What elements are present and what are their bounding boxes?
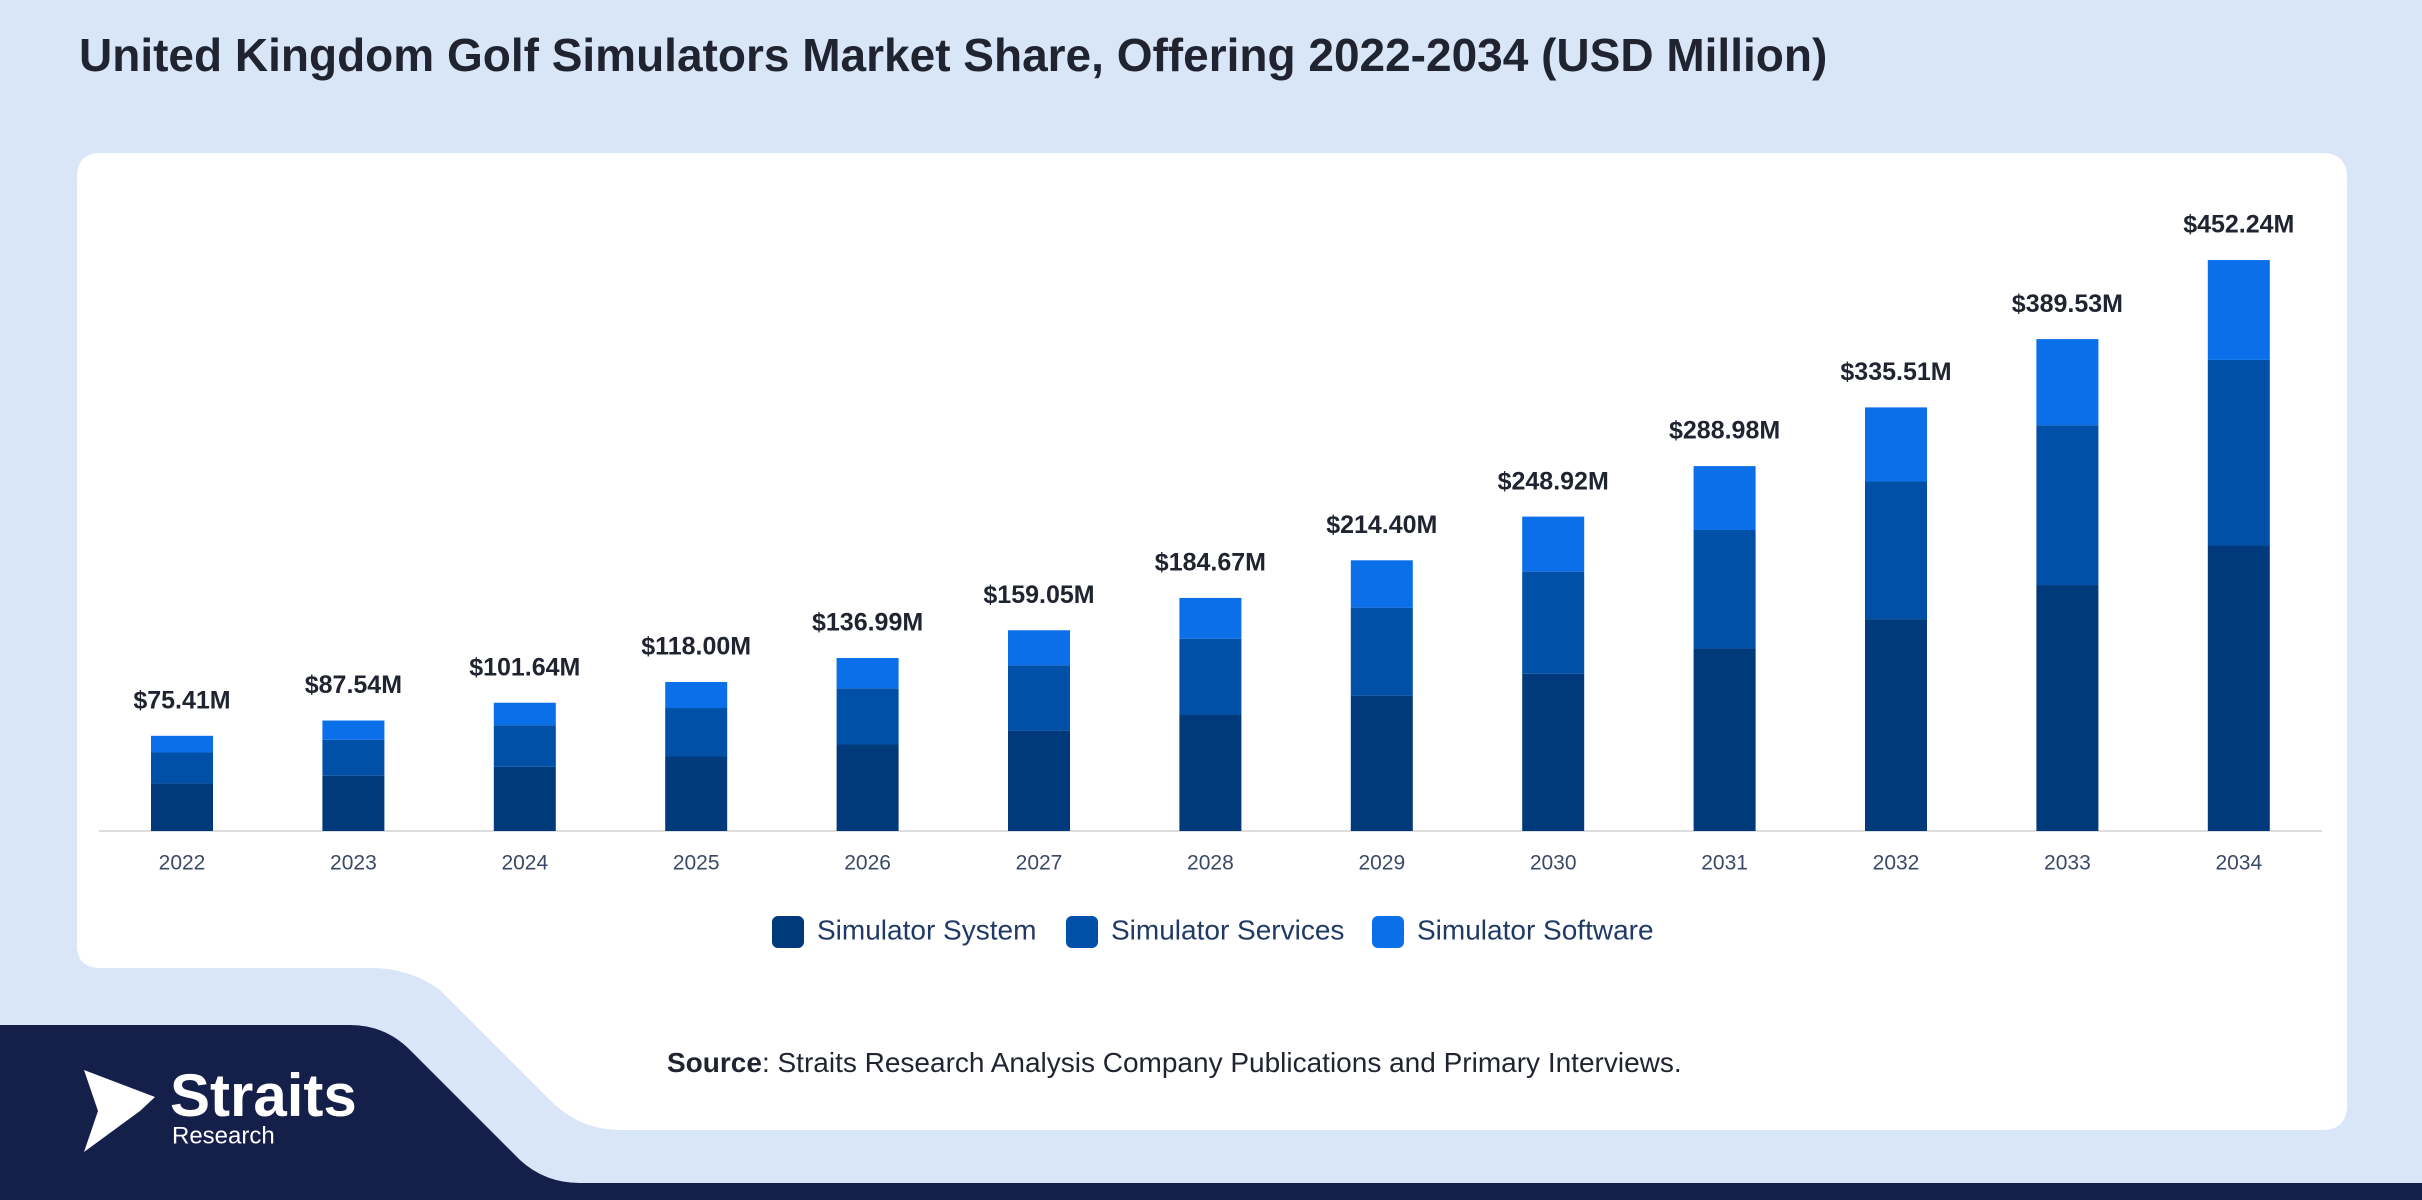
legend-label: Simulator System: [817, 914, 1036, 945]
bar-segment: [1693, 529, 1756, 649]
source: Source: Straits Research Analysis Compan…: [667, 1047, 1682, 1078]
logo-sub: Research: [172, 1122, 275, 1149]
bar-segment: [151, 752, 213, 784]
bar-segment: [1865, 619, 1927, 831]
bar-segment: [665, 708, 728, 757]
bar-segment: [322, 775, 385, 831]
bar-segment: [665, 682, 728, 709]
bar-segment: [1522, 673, 1585, 831]
x-tick-label: 2029: [1358, 852, 1405, 875]
total-label: $335.51M: [1840, 358, 1951, 386]
legend-swatch: [772, 916, 804, 948]
x-tick-label: 2033: [2044, 852, 2091, 875]
bar-segment: [2036, 425, 2099, 586]
x-tick-label: 2034: [2215, 852, 2262, 875]
bar-segment: [493, 725, 556, 767]
x-tick-label: 2024: [501, 852, 548, 875]
x-tick-label: 2027: [1016, 852, 1063, 875]
total-label: $101.64M: [469, 653, 580, 681]
total-label: $288.98M: [1669, 417, 1780, 445]
x-tick-label: 2025: [673, 852, 720, 875]
logo-name: Straits: [170, 1062, 357, 1129]
bar-segment: [322, 739, 385, 776]
bar-segment: [1179, 597, 1242, 639]
total-label: $118.00M: [641, 633, 751, 661]
bar-segment: [2036, 339, 2099, 426]
bar-segment: [493, 766, 556, 831]
bar-segment: [1693, 466, 1756, 530]
x-tick-label: 2031: [1701, 852, 1748, 875]
logo-mark: [84, 1070, 155, 1152]
chart-title: United Kingdom Golf Simulators Market Sh…: [79, 29, 1827, 81]
x-tick-label: 2023: [330, 852, 377, 875]
legend-swatch: [1066, 916, 1098, 948]
footer-band: [0, 1025, 2422, 1200]
legend-swatch: [1372, 916, 1404, 948]
total-label: $87.54M: [305, 671, 402, 699]
bar-segment: [2207, 545, 2270, 831]
bar-segment: [1693, 648, 1756, 831]
bar-segment: [1008, 730, 1070, 831]
bar-segment: [151, 735, 213, 753]
x-tick-label: 2022: [159, 852, 206, 875]
bar-segment: [1522, 516, 1585, 572]
total-label: $248.92M: [1498, 467, 1609, 495]
bar-segment: [2036, 585, 2099, 831]
total-label: $75.41M: [133, 686, 230, 714]
bar-segment: [836, 744, 899, 831]
bar-segment: [836, 688, 899, 745]
total-label: $136.99M: [812, 609, 923, 637]
x-tick-label: 2032: [1873, 852, 1920, 875]
legend-label: Simulator Services: [1111, 914, 1344, 945]
bar-segment: [1008, 630, 1070, 666]
source-text: : Straits Research Analysis Company Publ…: [762, 1047, 1682, 1078]
total-label: $452.24M: [2183, 211, 2294, 239]
bar-segment: [1865, 407, 1927, 482]
bar-segment: [1179, 638, 1242, 715]
bar-segment: [493, 702, 556, 726]
bar-segment: [322, 720, 385, 740]
total-label: $389.53M: [2012, 290, 2123, 318]
bar-segment: [1350, 560, 1413, 608]
x-tick-label: 2026: [844, 852, 891, 875]
bar-segment: [1008, 665, 1070, 731]
bar-segment: [1865, 481, 1927, 620]
bar-segment: [665, 756, 728, 831]
bar-segment: [1350, 607, 1413, 696]
source-label: Source: [667, 1047, 762, 1078]
x-tick-label: 2030: [1530, 852, 1577, 875]
bar-segment: [151, 783, 213, 831]
bar-segment: [836, 658, 899, 689]
bar-segment: [1522, 571, 1585, 674]
total-label: $159.05M: [983, 581, 1094, 609]
total-label: $214.40M: [1326, 511, 1437, 539]
x-tick-label: 2028: [1187, 852, 1234, 875]
legend-label: Simulator Software: [1417, 914, 1654, 945]
bar-segment: [1350, 695, 1413, 831]
bar-segment: [1179, 714, 1242, 831]
bar-segment: [2207, 359, 2270, 546]
total-label: $184.67M: [1155, 548, 1266, 576]
bar-segment: [2207, 260, 2270, 360]
